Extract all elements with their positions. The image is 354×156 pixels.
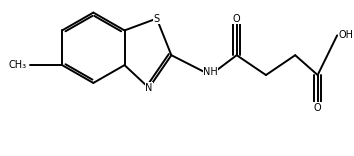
Text: S: S — [154, 14, 160, 24]
Text: CH₃: CH₃ — [8, 60, 27, 70]
Text: O: O — [314, 103, 321, 113]
Text: OH: OH — [338, 30, 353, 40]
Text: N: N — [145, 83, 153, 93]
Text: NH: NH — [203, 67, 218, 77]
Text: O: O — [233, 14, 240, 24]
